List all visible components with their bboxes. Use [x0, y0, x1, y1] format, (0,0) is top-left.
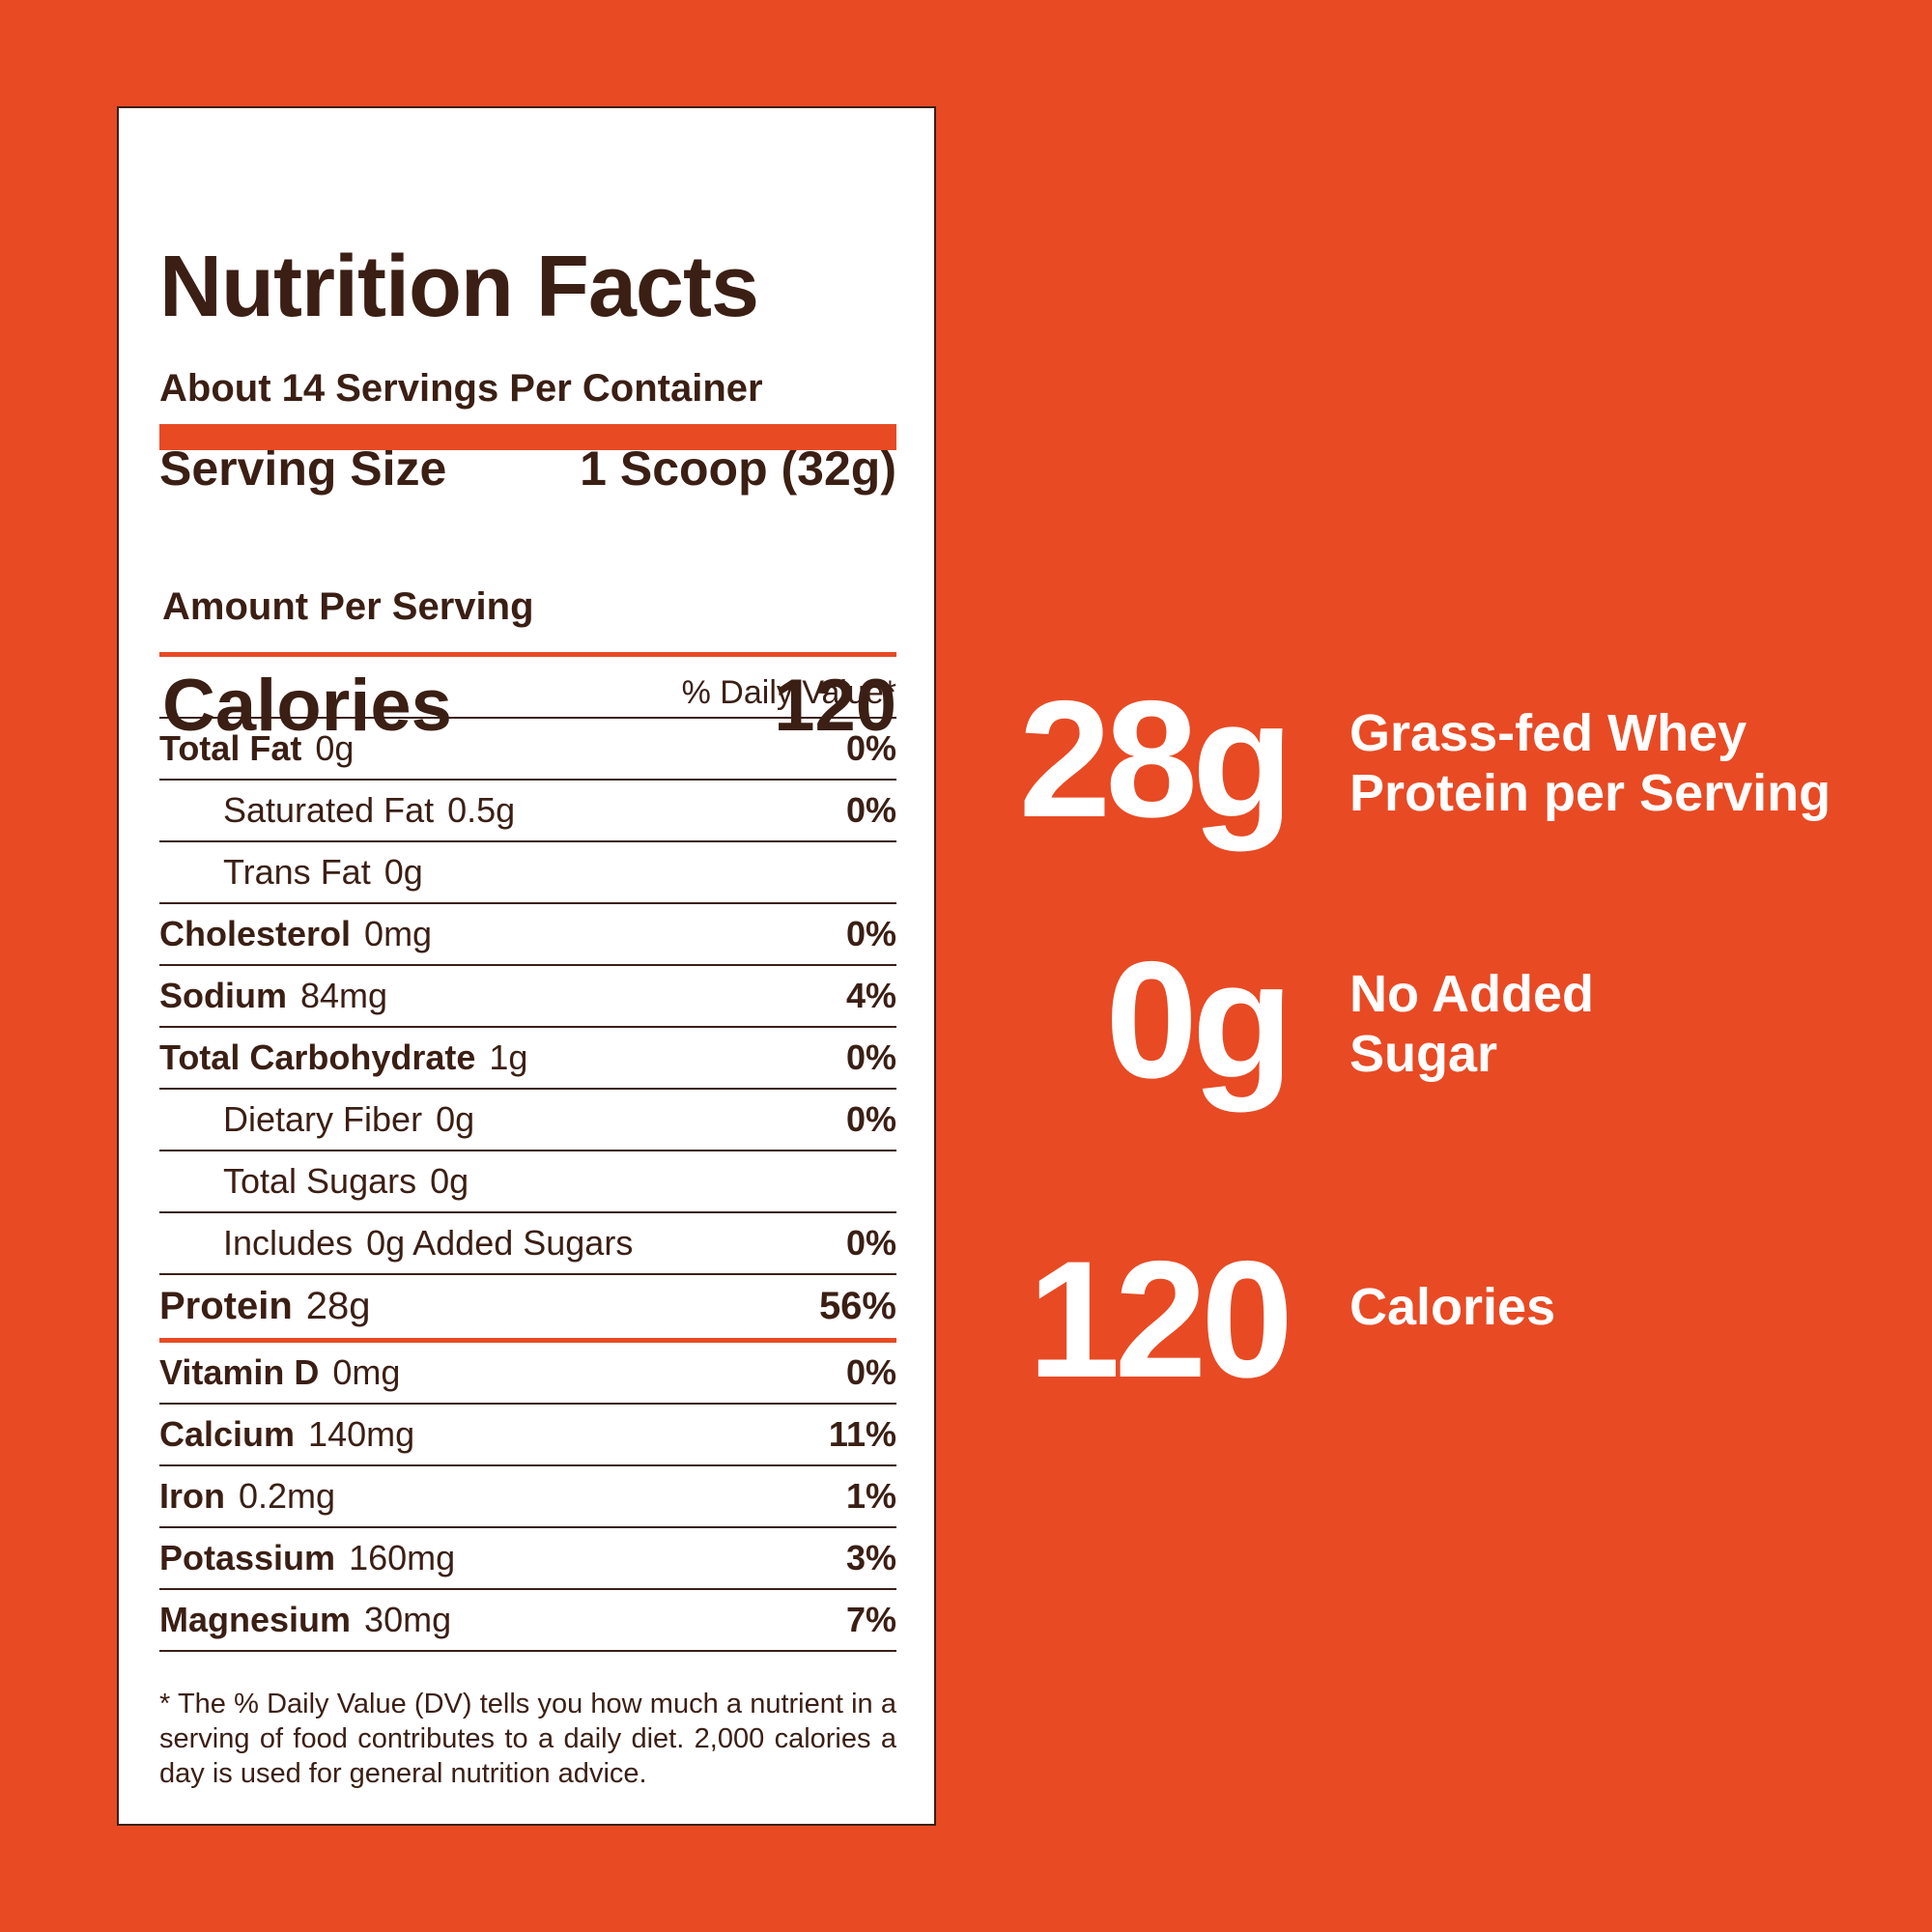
amount-per-serving: Amount Per Serving	[162, 585, 534, 628]
highlight-line: Protein per Serving	[1350, 764, 1832, 822]
serving-size-value: 1 Scoop (32g)	[580, 441, 896, 496]
nutrient-row: Total Sugars 0g	[159, 1151, 896, 1213]
highlight-line: Calories	[1350, 1278, 1556, 1336]
servings: About 14 Servings Per Container	[159, 367, 763, 410]
daily-value: 0%	[845, 914, 896, 953]
nutrient-amount: 160mg	[349, 1538, 456, 1577]
nutrient-name: Total Carbohydrate	[159, 1037, 476, 1077]
nutrient-row: Dietary Fiber 0g 0%	[159, 1090, 896, 1151]
daily-value: 7%	[845, 1600, 896, 1639]
daily-value: 0%	[845, 1099, 896, 1139]
nutrient-name: Total Fat	[159, 728, 302, 768]
nutrient-name: Cholesterol	[159, 914, 352, 953]
highlight-text: Calories	[1350, 1277, 1555, 1337]
nutrient-name: Includes	[223, 1223, 354, 1263]
nutrient-row: Trans Fat 0g	[159, 842, 896, 904]
daily-value: 1%	[845, 1476, 896, 1516]
nutrient-name: Iron	[159, 1476, 225, 1516]
daily-value: 56%	[818, 1285, 896, 1327]
daily-value: 0%	[845, 1223, 896, 1263]
nutrient-name: Trans Fat	[223, 852, 371, 892]
calories-value: 120	[774, 665, 896, 747]
nutrient-name: Saturated Fat	[223, 790, 435, 830]
nutrient-amount: 84mg	[300, 976, 388, 1015]
highlight-line: No Added	[1350, 965, 1594, 1023]
nutrient-amount: 0g	[315, 728, 355, 768]
calories-label: Calories	[162, 665, 452, 747]
daily-value: 0%	[845, 790, 896, 830]
daily-value: 0%	[845, 1352, 896, 1392]
highlight-value: 28g	[1018, 667, 1293, 852]
nutrient-amount: 0g	[384, 852, 423, 892]
nutrient-amount: 28g	[305, 1285, 371, 1327]
highlight-text: No Added Sugar	[1350, 964, 1594, 1084]
nutrient-name: Vitamin D	[159, 1352, 320, 1392]
highlight-line: Sugar	[1350, 1025, 1498, 1083]
daily-value: 0%	[845, 1037, 896, 1077]
daily-value: 0%	[845, 728, 896, 768]
nutrient-amount: 0mg	[332, 1352, 401, 1392]
nutrient-amount: 1g	[489, 1037, 528, 1077]
nutrition-label: Nutrition Facts About 14 Servings Per Con…	[117, 106, 936, 1826]
nutrient-name: Total Sugars	[223, 1161, 417, 1201]
nutrient-row: Cholesterol 0mg 0%	[159, 904, 896, 966]
highlight-line: Grass-fed Whey	[1350, 704, 1747, 762]
highlight-value: 120	[1028, 1227, 1293, 1412]
nutrient-row: Calcium 140mg 11%	[159, 1405, 896, 1466]
title: Nutrition Facts	[159, 239, 759, 335]
nutrient-row: Includes 0g Added Sugars 0%	[159, 1213, 896, 1275]
nutrient-row: Sodium 84mg 4%	[159, 966, 896, 1028]
nutrient-amount: 0g	[430, 1161, 469, 1201]
nutrient-amount: 30mg	[364, 1600, 452, 1639]
highlight-value: 0g	[1105, 927, 1293, 1113]
nutrient-name: Magnesium	[159, 1600, 352, 1639]
nutrient-row: Potassium 160mg 3%	[159, 1528, 896, 1590]
nutrient-amount: 0g Added Sugars	[366, 1223, 634, 1263]
orange-rule	[159, 652, 896, 657]
nutrient-row: Total Fat 0g 0%	[159, 719, 896, 781]
nutrient-name: Dietary Fiber	[223, 1099, 423, 1139]
nutrient-row: Saturated Fat 0.5g 0%	[159, 781, 896, 842]
daily-value-header: % Daily Value*	[159, 668, 896, 719]
nutrient-amount: 0.2mg	[239, 1476, 336, 1516]
footnote: * The % Daily Value (DV) tells you how m…	[159, 1689, 896, 1789]
serving-size-label: Serving Size	[159, 441, 447, 496]
thick-bar	[159, 424, 896, 450]
daily-value: 3%	[845, 1538, 896, 1577]
nutrient-row: Iron 0.2mg 1%	[159, 1466, 896, 1528]
highlight-text: Grass-fed Whey Protein per Serving	[1350, 703, 1831, 823]
nutrient-amount: 0.5g	[447, 790, 516, 830]
nutrient-table: Total Fat 0g 0% Saturated Fat 0.5g 0% Trans Fa…	[159, 719, 896, 1652]
nutrient-row: Vitamin D 0mg 0%	[159, 1343, 896, 1405]
nutrient-name: Protein	[159, 1285, 293, 1327]
nutrient-name: Sodium	[159, 976, 287, 1015]
nutrient-amount: 140mg	[308, 1414, 415, 1454]
nutrient-row: Protein 28g 56%	[159, 1275, 896, 1343]
nutrient-amount: 0mg	[364, 914, 433, 953]
daily-value: 4%	[845, 976, 896, 1015]
nutrient-name: Calcium	[159, 1414, 296, 1454]
nutrient-amount: 0g	[436, 1099, 475, 1139]
nutrient-name: Potassium	[159, 1538, 336, 1577]
nutrient-row: Total Carbohydrate 1g 0%	[159, 1028, 896, 1090]
nutrient-row: Magnesium 30mg 7%	[159, 1590, 896, 1652]
daily-value: 11%	[828, 1414, 896, 1454]
